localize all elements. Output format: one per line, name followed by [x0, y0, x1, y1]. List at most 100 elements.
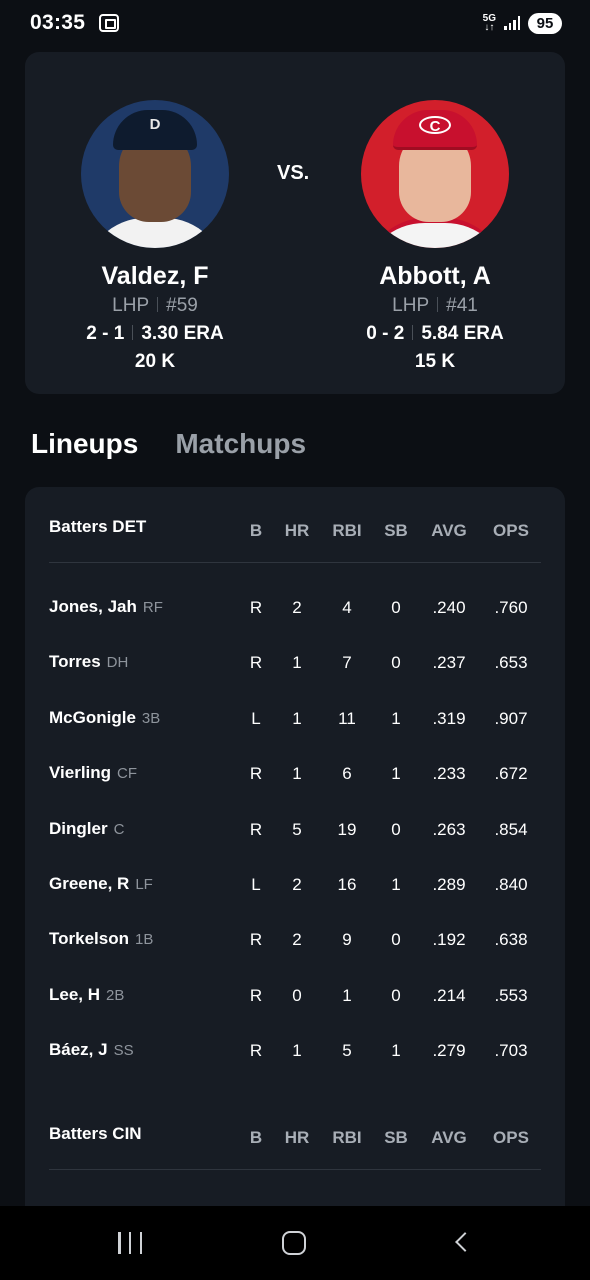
batter-row[interactable]: Báez, J SS R 1 5 1 .279 .703 — [49, 1040, 541, 1070]
stat-ops: .907 — [494, 708, 528, 728]
stat-b: R — [249, 1041, 263, 1061]
batter-name: Greene, R LF — [49, 874, 153, 893]
stat-sb: 0 — [391, 653, 401, 673]
system-nav-bar — [0, 1206, 590, 1280]
stat-rbi: 6 — [342, 764, 352, 784]
stat-avg: .279 — [432, 1041, 466, 1061]
stat-avg: .233 — [432, 764, 466, 784]
stat-rbi: 4 — [342, 598, 352, 617]
batter-position: CF — [117, 765, 138, 783]
stat-rbi: 16 — [337, 875, 357, 894]
lineup-tabs: Lineups Matchups — [31, 428, 306, 460]
status-indicators: 5G ↓↑ 95 — [482, 12, 562, 34]
stat-b: L — [251, 708, 261, 728]
stat-hr: 1 — [292, 1041, 302, 1061]
column-header[interactable]: RBI — [332, 521, 362, 540]
column-header[interactable]: AVG — [431, 1127, 467, 1147]
batter-name: Jones, Jah RF — [49, 597, 163, 616]
stat-sb: 0 — [391, 985, 401, 1005]
tab-lineups[interactable]: Lineups — [31, 428, 139, 459]
lineup-section-header: Batters DET B HR RBI SB AVG OPS — [49, 517, 541, 547]
tigers-logo-icon: D — [149, 116, 161, 133]
batter-position: LF — [135, 876, 153, 893]
vs-label: VS. — [277, 162, 310, 184]
stat-rbi: 9 — [342, 930, 352, 950]
home-pitcher[interactable]: C Abbott, A LHP #41 0 - 2 5.84 ERA 15 K — [325, 100, 545, 373]
stat-ops: .653 — [494, 653, 528, 673]
column-header[interactable]: B — [249, 521, 263, 540]
stat-ops: .840 — [494, 875, 528, 894]
tab-matchups[interactable]: Matchups — [175, 428, 307, 459]
stat-sb: 1 — [391, 1041, 401, 1061]
away-pitcher[interactable]: D Valdez, F LHP #59 2 - 1 3.30 ERA 20 K — [45, 100, 265, 373]
stat-sb: 0 — [391, 819, 401, 839]
stat-avg: .237 — [432, 653, 466, 673]
batter-name: Báez, J SS — [49, 1040, 134, 1060]
column-header[interactable]: HR — [284, 1127, 310, 1147]
stat-ops: .854 — [494, 819, 528, 839]
stat-hr: 1 — [292, 708, 302, 728]
status-bar: 03:35 5G ↓↑ 95 — [0, 0, 590, 46]
batter-row[interactable]: McGonigle 3B L 1 11 1.319.907 — [49, 708, 541, 738]
stat-avg: .289 — [432, 875, 466, 894]
stat-rbi: 5 — [342, 1041, 352, 1061]
stat-hr: 2 — [292, 875, 302, 894]
back-icon[interactable] — [455, 1232, 475, 1252]
lineup-card: Batters DET B HR RBI SB AVG OPS Jones, Jah RF R 2 4… — [25, 487, 565, 1227]
batter-name: Dingler C — [49, 818, 125, 838]
column-header[interactable]: OPS — [493, 1127, 529, 1147]
away-pitcher-name: Valdez, F — [101, 262, 209, 290]
batter-row[interactable]: Vierling CF R 1 6 1 .233 .672 — [49, 763, 541, 793]
column-header[interactable]: SB — [384, 521, 408, 540]
away-pitcher-strikeouts: 20 K — [134, 351, 176, 372]
network-5g-icon: 5G ↓↑ — [482, 13, 496, 33]
batter-position: 2B — [106, 986, 125, 1004]
column-header[interactable]: OPS — [493, 521, 529, 540]
batter-row[interactable]: Greene, R LF L 2 16 1 .289 .840 — [49, 874, 541, 904]
stat-b: R — [249, 819, 263, 839]
batter-position: DH — [106, 654, 129, 672]
stat-avg: .263 — [432, 819, 466, 839]
column-header[interactable]: B — [249, 1127, 263, 1147]
home-pitcher-name: Abbott, A — [379, 262, 491, 290]
batter-position: C — [113, 820, 125, 838]
batter-name: McGonigle 3B — [49, 707, 161, 727]
column-header[interactable]: HR — [284, 521, 310, 540]
home-icon[interactable] — [282, 1231, 306, 1255]
column-header[interactable]: AVG — [431, 521, 467, 540]
lineup-section-title: Batters DET — [49, 517, 147, 536]
lineup-section-header: Batters CIN B HR RBI SB AVG OPS — [49, 1124, 541, 1154]
home-pitcher-stats: 0 - 2 5.84 ERA — [366, 323, 504, 344]
stat-hr: 0 — [292, 985, 302, 1005]
home-pitcher-meta: LHP #41 — [392, 295, 478, 316]
column-header[interactable]: RBI — [332, 1127, 362, 1147]
batter-position: RF — [142, 599, 163, 616]
lineup-section-title: Batters CIN — [49, 1123, 142, 1143]
batter-row[interactable]: Dingler C R 5 19 0 .263 .854 — [49, 819, 541, 849]
home-pitcher-strikeouts: 15 K — [414, 351, 456, 372]
stat-ops: .638 — [494, 930, 528, 950]
stat-ops: .703 — [494, 1041, 528, 1061]
away-pitcher-avatar: D — [81, 100, 229, 248]
stat-sb: 1 — [391, 875, 401, 894]
reds-logo-icon: C — [419, 116, 451, 135]
batter-row[interactable]: Jones, Jah RF R 2 4 0 .240 .760 — [49, 597, 541, 627]
screen-capture-icon — [99, 14, 120, 32]
stat-avg: .214 — [432, 985, 466, 1005]
column-header[interactable]: SB — [384, 1127, 408, 1147]
battery-indicator: 95 — [528, 12, 562, 34]
batter-row[interactable]: Torkelson 1B R 2 9 0 .192 .638 — [49, 929, 541, 959]
batter-name: Torkelson 1B — [49, 929, 154, 949]
home-pitcher-avatar: C — [361, 100, 509, 248]
recent-apps-icon[interactable] — [118, 1232, 142, 1254]
stat-hr: 1 — [292, 764, 302, 784]
batter-row[interactable]: Lee, H 2B R 0 1 0 .214 .553 — [49, 985, 541, 1015]
batter-position: SS — [113, 1042, 134, 1060]
section-divider — [49, 1168, 541, 1170]
batter-row[interactable]: Torres DH R 1 7 0 .237 .653 — [49, 652, 541, 682]
stat-avg: .319 — [432, 708, 466, 728]
status-time: 03:35 — [30, 11, 86, 34]
stat-rbi: 1 — [342, 985, 352, 1005]
stat-rbi: 7 — [342, 653, 352, 673]
section-divider — [49, 562, 541, 563]
